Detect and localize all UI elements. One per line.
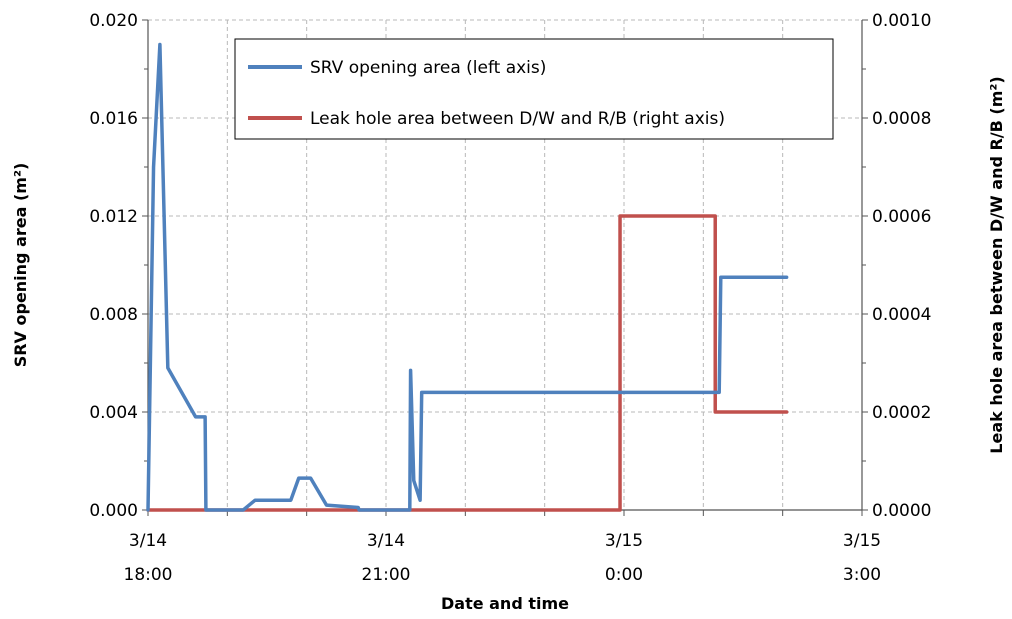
y-right-tick-label: 0.0008 xyxy=(872,109,931,129)
series-line-srv xyxy=(146,42,789,512)
y-left-tick-label: 0.012 xyxy=(89,207,138,227)
legend: SRV opening area (left axis) Leak hole a… xyxy=(234,38,834,140)
y-axis-left-title: SRV opening area (m²) xyxy=(11,163,30,368)
legend-label-leak: Leak hole area between D/W and R/B (righ… xyxy=(310,109,725,129)
y-right-tick-label: 0.0004 xyxy=(872,305,931,325)
x-tick-label-date: 3/15 xyxy=(843,531,881,551)
x-tick-label-date: 3/14 xyxy=(367,531,405,551)
y-axis-right-title: Leak hole area between D/W and R/B (m²) xyxy=(987,76,1006,453)
legend-label-srv: SRV opening area (left axis) xyxy=(310,58,546,78)
tick-labels: 0.000 0.004 0.008 0.012 0.016 0.020 0.0000 0.00… xyxy=(89,11,931,585)
x-tick-label-time: 18:00 xyxy=(124,565,173,585)
legend-box xyxy=(234,38,834,140)
y-left-tick-label: 0.000 xyxy=(89,501,138,521)
y-left-tick-label: 0.016 xyxy=(89,109,138,129)
y-right-tick-label: 0.0006 xyxy=(872,207,931,227)
y-right-tick-label: 0.0000 xyxy=(872,501,931,521)
grid xyxy=(148,19,862,510)
x-tick-label-time: 3:00 xyxy=(843,565,881,585)
x-tick-label-time: 21:00 xyxy=(362,565,411,585)
x-tick-label-date: 3/14 xyxy=(129,531,167,551)
y-left-tick-label: 0.004 xyxy=(89,403,138,423)
y-right-tick-label: 0.0010 xyxy=(872,11,931,31)
x-axis-title: Date and time xyxy=(441,594,569,613)
x-tick-label-date: 3/15 xyxy=(605,531,643,551)
series-line-leak xyxy=(146,214,789,512)
y-left-tick-label: 0.008 xyxy=(89,305,138,325)
y-left-tick-label: 0.020 xyxy=(89,11,138,31)
x-tick-label-time: 0:00 xyxy=(605,565,643,585)
series-group xyxy=(146,42,789,512)
y-right-tick-label: 0.0002 xyxy=(872,403,931,423)
